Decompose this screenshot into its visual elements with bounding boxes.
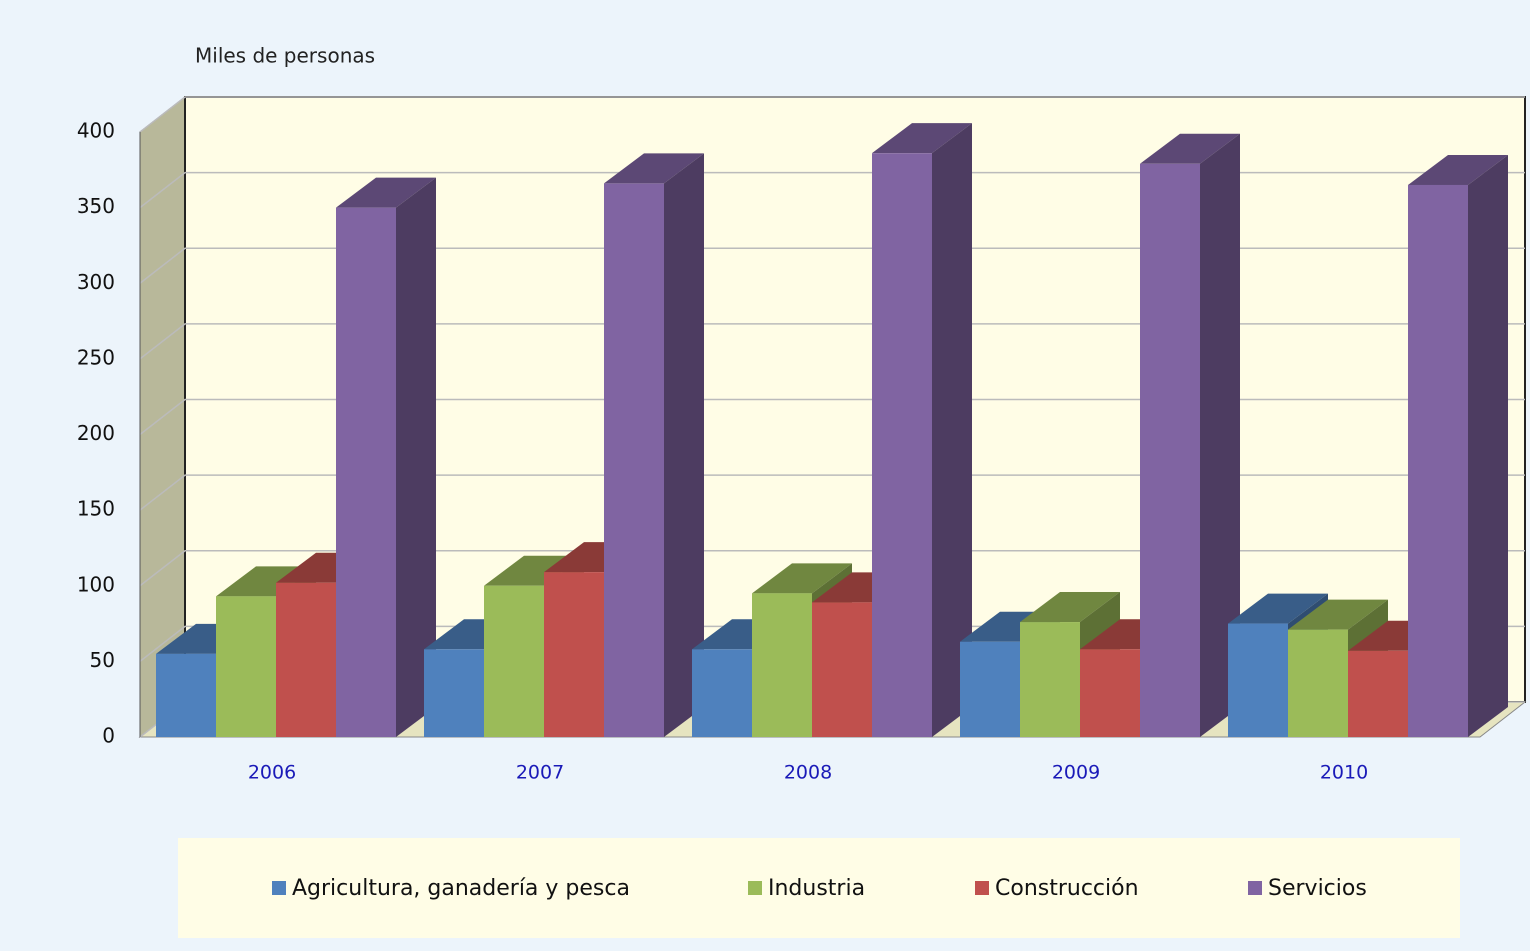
bar [812, 602, 872, 737]
y-tick-label: 50 [90, 648, 115, 672]
y-tick-label: 0 [102, 724, 115, 748]
bar [692, 649, 752, 737]
bar [752, 593, 812, 737]
legend-label: Construcción [995, 876, 1139, 901]
bar [484, 585, 544, 737]
grid-line [139, 398, 1525, 436]
bar-top [336, 177, 436, 208]
bar-side [932, 123, 972, 738]
x-tick-label: 2009 [1052, 762, 1100, 784]
x-tick-label: 2008 [784, 762, 832, 784]
legend-box [178, 838, 1460, 938]
bar-side [1468, 154, 1508, 737]
bar-top [1020, 592, 1120, 623]
bar-top [872, 123, 972, 154]
bar-top [1228, 593, 1328, 624]
x-tick-label: 2006 [248, 762, 296, 784]
bar-side [664, 153, 704, 738]
bar [276, 582, 336, 737]
bar-top [1288, 599, 1388, 630]
legend-label: Industria [768, 876, 865, 901]
grid-line [139, 247, 1525, 284]
grid-line [139, 96, 1525, 133]
y-tick-label: 300 [77, 270, 115, 294]
y-tick-label: 350 [77, 194, 115, 218]
bar [960, 641, 1020, 737]
bar-top [1408, 154, 1508, 185]
grid-line [139, 550, 1525, 587]
bar-top [1140, 133, 1240, 164]
bar-side [1200, 133, 1240, 737]
legend-swatch [272, 881, 286, 895]
bar [544, 572, 604, 737]
bar [1348, 650, 1408, 737]
bar [1140, 163, 1200, 737]
bar [1408, 184, 1468, 737]
y-tick-label: 250 [77, 345, 115, 369]
bar-top [752, 563, 852, 594]
bar [604, 183, 664, 738]
bar [336, 207, 396, 737]
y-axis-label: Miles de personas [195, 44, 375, 68]
y-tick-label: 100 [77, 572, 115, 596]
legend-swatch [748, 881, 762, 895]
bar [872, 153, 932, 738]
legend-swatch [1248, 881, 1262, 895]
grid-line [139, 474, 1525, 511]
grid-line [139, 323, 1525, 360]
legend-label: Servicios [1268, 876, 1367, 901]
x-tick-label: 2007 [516, 762, 564, 784]
bar [1020, 622, 1080, 737]
y-tick-label: 400 [77, 119, 115, 143]
x-tick-label: 2010 [1320, 762, 1368, 784]
bar [216, 596, 276, 737]
bar [424, 649, 484, 737]
grid-line [139, 171, 1525, 209]
y-tick-label: 150 [77, 497, 115, 521]
bar [156, 653, 216, 737]
legend-swatch [975, 881, 989, 895]
bar [1080, 649, 1140, 737]
y-tick-label: 200 [77, 421, 115, 445]
bar [1288, 629, 1348, 737]
bar-side [396, 177, 436, 737]
legend-label: Agricultura, ganadería y pesca [292, 876, 630, 901]
bar-top [604, 153, 704, 184]
bar [1228, 623, 1288, 737]
